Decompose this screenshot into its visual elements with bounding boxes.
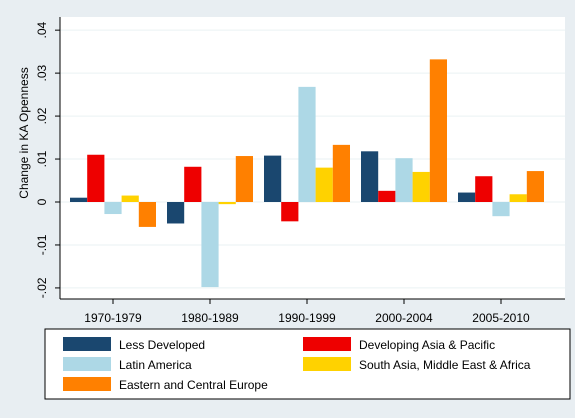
legend-label: Less Developed bbox=[119, 338, 205, 352]
bar-2005-2010-series-2 bbox=[492, 202, 510, 217]
bar-1970-1979-series-1 bbox=[87, 154, 105, 202]
legend-swatch bbox=[303, 357, 351, 371]
bar-1970-1979-series-4 bbox=[138, 202, 156, 227]
bar-2000-2004-series-1 bbox=[378, 190, 396, 202]
bar-1990-1999-series-1 bbox=[281, 202, 299, 222]
x-tick-label: 2000-2004 bbox=[375, 311, 433, 325]
legend-swatch bbox=[63, 377, 111, 391]
bar-2005-2010-series-3 bbox=[509, 194, 527, 202]
legend-swatch bbox=[63, 337, 111, 351]
y-tick-label: 0 bbox=[35, 198, 49, 205]
bar-2005-2010-series-4 bbox=[526, 171, 544, 202]
y-tick-label: -.01 bbox=[35, 234, 49, 255]
bar-1990-1999-series-3 bbox=[315, 167, 333, 202]
bar-2005-2010-series-1 bbox=[475, 176, 493, 202]
bar-2000-2004-series-3 bbox=[412, 171, 430, 202]
bar-2005-2010-series-0 bbox=[458, 192, 476, 202]
bar-1990-1999-series-2 bbox=[298, 86, 316, 202]
legend: Less Developed Developing Asia & Pacific L… bbox=[63, 337, 531, 392]
bar-1980-1989-series-1 bbox=[184, 166, 202, 202]
x-tick-label: 1990-1999 bbox=[278, 311, 336, 325]
y-axis-ticks: -.02 -.01 0 .01 .02 .03 .04 bbox=[35, 21, 60, 298]
bar-1980-1989-series-3 bbox=[218, 202, 236, 205]
bar-2000-2004-series-2 bbox=[395, 158, 413, 202]
bar-1990-1999-series-4 bbox=[332, 144, 350, 202]
legend-label: Latin America bbox=[119, 358, 192, 372]
x-tick-label: 2005-2010 bbox=[472, 311, 530, 325]
bar-1980-1989-series-0 bbox=[167, 202, 185, 224]
bar-1970-1979-series-3 bbox=[121, 195, 139, 202]
bar-1980-1989-series-4 bbox=[235, 156, 253, 202]
bar-1990-1999-series-0 bbox=[264, 155, 282, 202]
bar-1970-1979-series-0 bbox=[70, 197, 88, 202]
x-tick-label: 1980-1989 bbox=[181, 311, 239, 325]
x-axis-ticks: 1970-1979 1980-1989 1990-1999 2000-2004 2005… bbox=[84, 299, 530, 325]
y-axis-title: Change in KA Openness bbox=[17, 67, 31, 198]
legend-label: Eastern and Central Europe bbox=[119, 378, 268, 392]
bar-2000-2004-series-0 bbox=[361, 151, 379, 202]
bar-1970-1979-series-2 bbox=[104, 202, 122, 215]
y-tick-label: .01 bbox=[35, 150, 49, 167]
y-tick-label: -.02 bbox=[35, 277, 49, 298]
bar-1980-1989-series-2 bbox=[201, 202, 219, 288]
bars bbox=[70, 59, 544, 288]
y-tick-label: .02 bbox=[35, 107, 49, 124]
legend-label: Developing Asia & Pacific bbox=[359, 338, 495, 352]
bar-2000-2004-series-4 bbox=[429, 59, 447, 202]
x-tick-label: 1970-1979 bbox=[84, 311, 142, 325]
legend-label: South Asia, Middle East & Africa bbox=[359, 358, 531, 372]
y-tick-label: .03 bbox=[35, 64, 49, 81]
y-tick-label: .04 bbox=[35, 21, 49, 38]
legend-swatch bbox=[63, 357, 111, 371]
legend-swatch bbox=[303, 337, 351, 351]
